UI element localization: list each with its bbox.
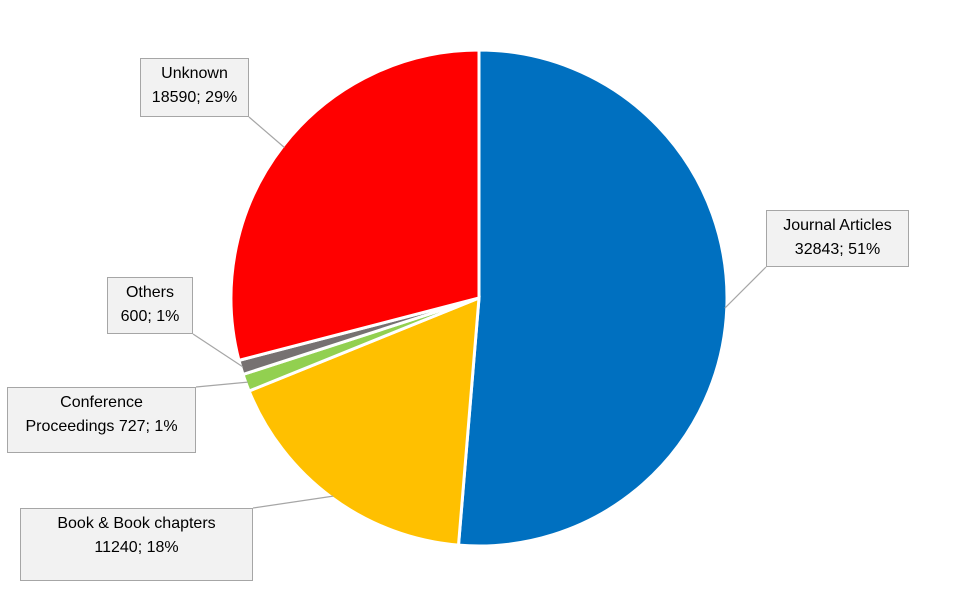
value-label: 32843; 51%	[794, 241, 881, 258]
value-label: 727; 1%	[118, 418, 178, 435]
value-label: 11240; 18%	[94, 539, 179, 556]
leader-line	[248, 116, 285, 148]
category-label: Conference Proceedings	[25, 394, 143, 435]
value-label: 600; 1%	[120, 308, 180, 325]
pie-slice	[456, 48, 729, 548]
category-label: Book & Book chapters	[57, 515, 216, 532]
category-label: Unknown	[161, 65, 228, 82]
leader-line	[192, 333, 244, 368]
leader-line	[195, 381, 248, 388]
pie-slice	[247, 295, 481, 547]
data-label: Others 600; 1%	[107, 277, 193, 334]
data-label: Conference Proceedings 727; 1%	[7, 387, 196, 453]
data-label: Book & Book chapters 11240; 18%	[20, 508, 253, 581]
data-label: Unknown 18590; 29%	[140, 58, 249, 117]
leader-line	[724, 266, 767, 309]
category-label: Journal Articles	[783, 217, 892, 234]
category-label: Others	[125, 284, 174, 301]
value-label: 18590; 29%	[151, 89, 238, 106]
data-label: Journal Articles 32843; 51%	[766, 210, 909, 267]
leader-line	[252, 495, 334, 509]
